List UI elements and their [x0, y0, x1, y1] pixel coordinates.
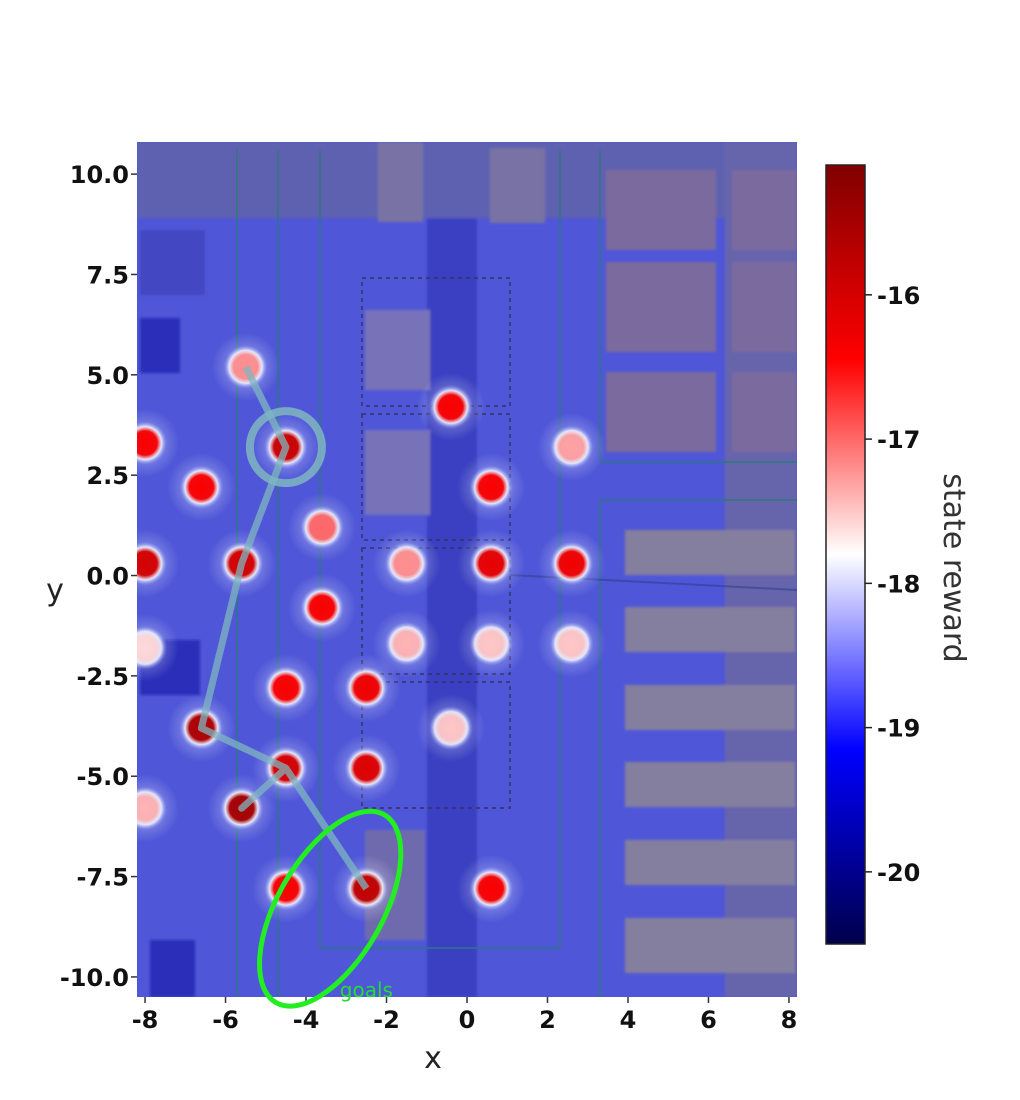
x-tick-label: 8 [781, 1006, 798, 1034]
reward-point [263, 665, 308, 710]
y-axis-label: y [46, 573, 64, 608]
x-tick-label: 2 [539, 1006, 556, 1034]
reward-point [549, 621, 594, 666]
x-tick-label: 6 [700, 1006, 717, 1034]
reward-point [179, 465, 224, 510]
y-tick-label: -2.5 [77, 663, 129, 691]
y-tick-label: 5.0 [86, 362, 129, 390]
reward-point [469, 866, 514, 911]
x-tick-label: -2 [373, 1006, 400, 1034]
colorbar-bar [825, 164, 866, 945]
reward-point [384, 541, 429, 586]
reward-point [469, 541, 514, 586]
reward-point [344, 665, 389, 710]
y-tick-label: -7.5 [77, 864, 129, 892]
reward-point [137, 541, 168, 586]
reward-point [137, 421, 168, 466]
y-tick-label: 10.0 [70, 161, 129, 189]
agent-path [197, 365, 370, 891]
reward-point [223, 344, 268, 389]
goal-region: goals [257, 808, 404, 1009]
colorbar-tick-label: -18 [877, 570, 920, 598]
agent-path-line [197, 365, 370, 891]
x-tick-label: -6 [212, 1006, 239, 1034]
x-tick-label: 0 [459, 1006, 476, 1034]
reward-point [137, 786, 168, 831]
y-axis-ticks: 10.0 7.5 5.0 2.5 0.0 -2.5 -5.0 -7.5 -10.0 [60, 161, 137, 992]
reward-point [428, 384, 473, 429]
y-tick-label: 2.5 [86, 462, 129, 490]
reward-point [137, 625, 168, 670]
x-tick-label: 4 [620, 1006, 637, 1034]
reward-point [344, 866, 389, 911]
start-marker-ring [245, 407, 326, 488]
reward-point [469, 465, 514, 510]
reward-point [384, 621, 429, 666]
markers [245, 407, 326, 488]
reward-point [263, 866, 308, 911]
reward-point [344, 746, 389, 791]
x-tick-label: -8 [132, 1006, 159, 1034]
y-tick-label: 7.5 [86, 261, 129, 289]
reward-point [428, 706, 473, 751]
reward-point [300, 505, 345, 550]
colorbar-ticks: -16 -17 -18 -19 -20 [865, 282, 920, 887]
x-axis-ticks: -8 -6 -4 -2 0 2 4 6 8 [132, 997, 798, 1034]
reward-point [549, 425, 594, 470]
reward-point [469, 621, 514, 666]
colorbar-tick-label: -16 [877, 282, 920, 310]
colorbar-tick-label: -19 [877, 715, 920, 743]
colorbar-label: state reward [936, 473, 971, 662]
y-tick-label: -10.0 [60, 964, 129, 992]
plot-area [137, 142, 797, 997]
colorbar: -16 -17 -18 -19 -20 state reward [825, 164, 971, 945]
goal-annotation: goals [340, 978, 393, 1002]
reward-point [549, 541, 594, 586]
x-axis-label: x [424, 1041, 442, 1076]
y-tick-label: -5.0 [77, 763, 129, 791]
x-tick-label: -4 [293, 1006, 320, 1034]
y-tick-label: 0.0 [86, 563, 129, 591]
goal-ellipse [257, 808, 404, 1009]
floor-structures [137, 142, 797, 997]
colorbar-tick-label: -20 [877, 859, 920, 887]
reward-point [300, 585, 345, 630]
colorbar-tick-label: -17 [877, 426, 920, 454]
